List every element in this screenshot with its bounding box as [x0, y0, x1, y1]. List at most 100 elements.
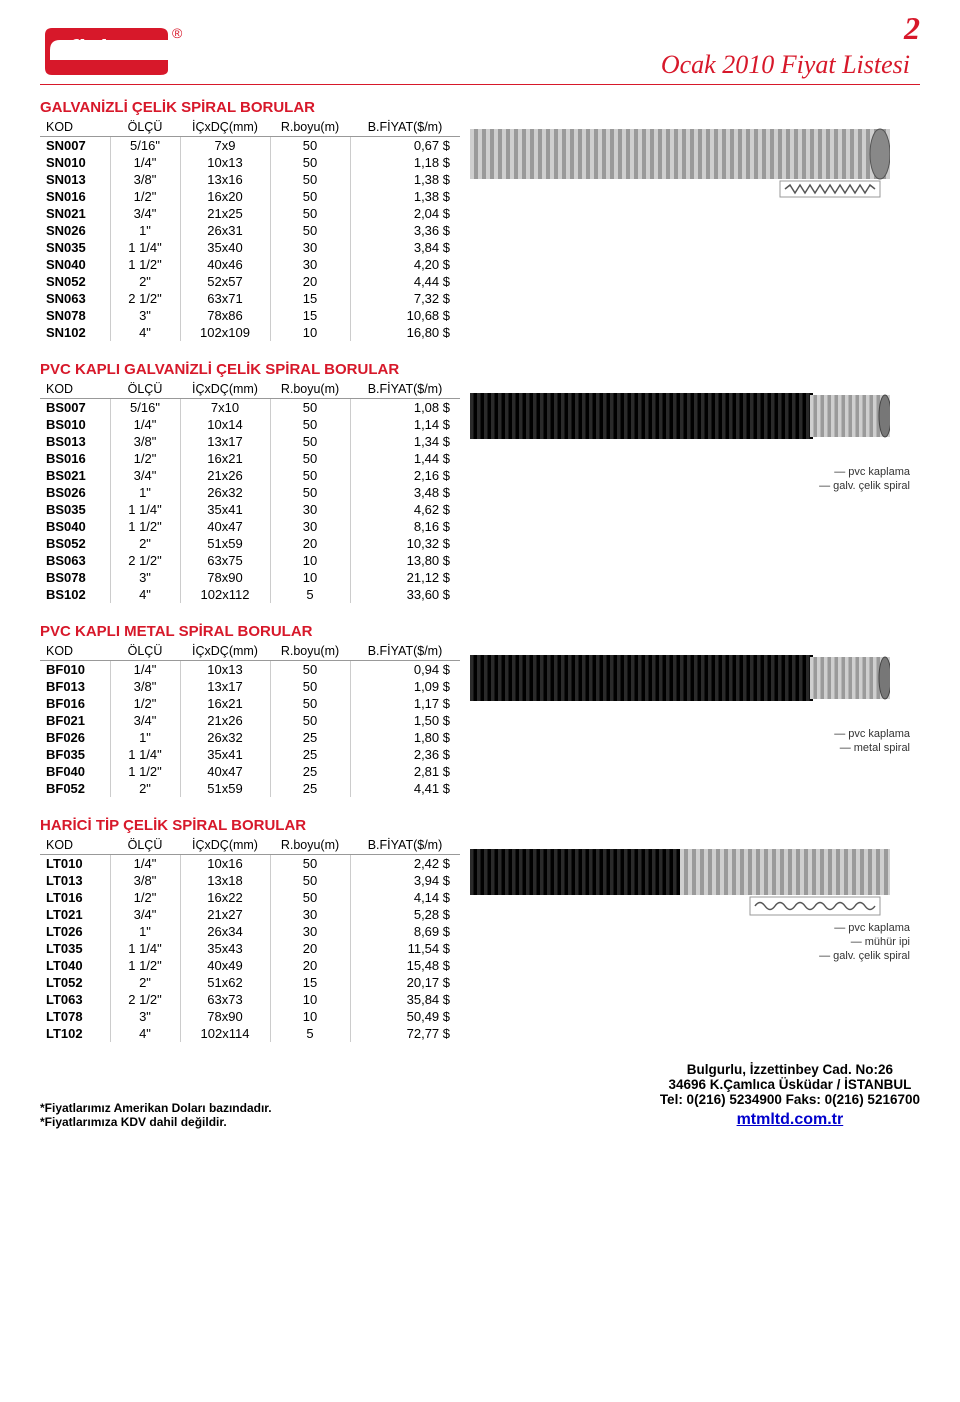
table-header: İÇxDÇ(mm): [180, 118, 270, 137]
table-cell: 1,18 $: [350, 154, 460, 171]
table-cell: 3,94 $: [350, 872, 460, 889]
table-cell: BS035: [40, 501, 110, 518]
table-cell: BS040: [40, 518, 110, 535]
table-cell: 10x16: [180, 855, 270, 873]
product-image: — pvc kaplama— mühür ipi— galv. çelik sp…: [470, 837, 920, 964]
table-cell: 16,80 $: [350, 324, 460, 341]
table-row: SN0783"78x861510,68 $: [40, 307, 460, 324]
table-cell: 13x17: [180, 433, 270, 450]
table-cell: 3,48 $: [350, 484, 460, 501]
table-cell: 1/2": [110, 188, 180, 205]
table-cell: 3": [110, 1008, 180, 1025]
table-cell: 52x57: [180, 273, 270, 290]
table-cell: BS102: [40, 586, 110, 603]
table-cell: 3/8": [110, 872, 180, 889]
table-row: LT1024"102x114572,77 $: [40, 1025, 460, 1042]
table-cell: 2,04 $: [350, 205, 460, 222]
price-section: HARİCİ TİP ÇELİK SPİRAL BORULAR KODÖLÇÜİ…: [40, 817, 920, 1042]
table-row: BF0261"26x32251,80 $: [40, 729, 460, 746]
table-cell: LT052: [40, 974, 110, 991]
table-cell: 50: [270, 712, 350, 729]
table-cell: LT010: [40, 855, 110, 873]
table-cell: 1 1/4": [110, 239, 180, 256]
table-header: B.FİYAT($/m): [350, 118, 460, 137]
table-cell: 8,69 $: [350, 923, 460, 940]
table-cell: 1 1/2": [110, 256, 180, 273]
table-cell: 10: [270, 569, 350, 586]
table-header: İÇxDÇ(mm): [180, 642, 270, 661]
table-row: BS0401 1/2"40x47308,16 $: [40, 518, 460, 535]
table-cell: 2 1/2": [110, 290, 180, 307]
table-cell: 50: [270, 222, 350, 239]
table-cell: 7x9: [180, 137, 270, 155]
table-cell: SN010: [40, 154, 110, 171]
table-cell: 35x43: [180, 940, 270, 957]
table-row: LT0101/4"10x16502,42 $: [40, 855, 460, 873]
table-header: R.boyu(m): [270, 118, 350, 137]
product-label: — pvc kaplama: [470, 922, 910, 934]
table-cell: BS016: [40, 450, 110, 467]
table-cell: 1/4": [110, 661, 180, 679]
table-cell: LT078: [40, 1008, 110, 1025]
table-cell: 26x32: [180, 729, 270, 746]
table-header: KOD: [40, 836, 110, 855]
table-cell: SN035: [40, 239, 110, 256]
table-cell: 21x26: [180, 712, 270, 729]
table-cell: 40x46: [180, 256, 270, 273]
table-cell: 21,12 $: [350, 569, 460, 586]
table-row: LT0351 1/4"35x432011,54 $: [40, 940, 460, 957]
table-cell: 50: [270, 872, 350, 889]
table-cell: BF013: [40, 678, 110, 695]
table-cell: 4,20 $: [350, 256, 460, 273]
table-cell: 26x32: [180, 484, 270, 501]
table-row: SN0261"26x31503,36 $: [40, 222, 460, 239]
table-header: ÖLÇÜ: [110, 380, 180, 399]
table-cell: 30: [270, 501, 350, 518]
footer-note: *Fiyatlarımız Amerikan Doları bazındadır…: [40, 1101, 272, 1115]
price-table: KODÖLÇÜİÇxDÇ(mm)R.boyu(m)B.FİYAT($/m) BF…: [40, 642, 460, 797]
table-cell: 50: [270, 416, 350, 433]
table-header: ÖLÇÜ: [110, 642, 180, 661]
footer-note: *Fiyatlarımıza KDV dahil değildir.: [40, 1115, 272, 1129]
table-row: LT0783"78x901050,49 $: [40, 1008, 460, 1025]
table-cell: 1,08 $: [350, 399, 460, 417]
table-cell: 2,81 $: [350, 763, 460, 780]
table-cell: BS010: [40, 416, 110, 433]
product-label: — pvc kaplama: [470, 728, 910, 740]
table-cell: 5,28 $: [350, 906, 460, 923]
table-cell: 20,17 $: [350, 974, 460, 991]
table-cell: 4,62 $: [350, 501, 460, 518]
table-cell: 5/16": [110, 137, 180, 155]
table-cell: 102x114: [180, 1025, 270, 1042]
table-cell: 3/8": [110, 171, 180, 188]
table-cell: 26x31: [180, 222, 270, 239]
table-cell: 72,77 $: [350, 1025, 460, 1042]
footer-link[interactable]: mtmltd.com.tr: [660, 1111, 920, 1129]
table-cell: BS021: [40, 467, 110, 484]
table-cell: 1 1/4": [110, 940, 180, 957]
table-cell: 20: [270, 957, 350, 974]
table-cell: 2,42 $: [350, 855, 460, 873]
table-cell: 25: [270, 746, 350, 763]
table-row: SN0632 1/2"63x71157,32 $: [40, 290, 460, 307]
table-row: BS0261"26x32503,48 $: [40, 484, 460, 501]
table-cell: LT063: [40, 991, 110, 1008]
section-title: HARİCİ TİP ÇELİK SPİRAL BORULAR: [40, 817, 460, 834]
table-row: SN0401 1/2"40x46304,20 $: [40, 256, 460, 273]
table-row: BS0632 1/2"63x751013,80 $: [40, 552, 460, 569]
table-cell: 78x90: [180, 569, 270, 586]
table-cell: BF040: [40, 763, 110, 780]
product-label: — pvc kaplama: [470, 466, 910, 478]
table-cell: 10: [270, 991, 350, 1008]
table-cell: BF052: [40, 780, 110, 797]
table-row: SN0075/16"7x9500,67 $: [40, 137, 460, 155]
table-cell: 16x21: [180, 450, 270, 467]
table-cell: BS026: [40, 484, 110, 501]
table-cell: 1,09 $: [350, 678, 460, 695]
table-cell: SN013: [40, 171, 110, 188]
table-cell: 7x10: [180, 399, 270, 417]
table-cell: 2 1/2": [110, 991, 180, 1008]
table-cell: LT102: [40, 1025, 110, 1042]
table-cell: 1,80 $: [350, 729, 460, 746]
table-cell: 0,67 $: [350, 137, 460, 155]
